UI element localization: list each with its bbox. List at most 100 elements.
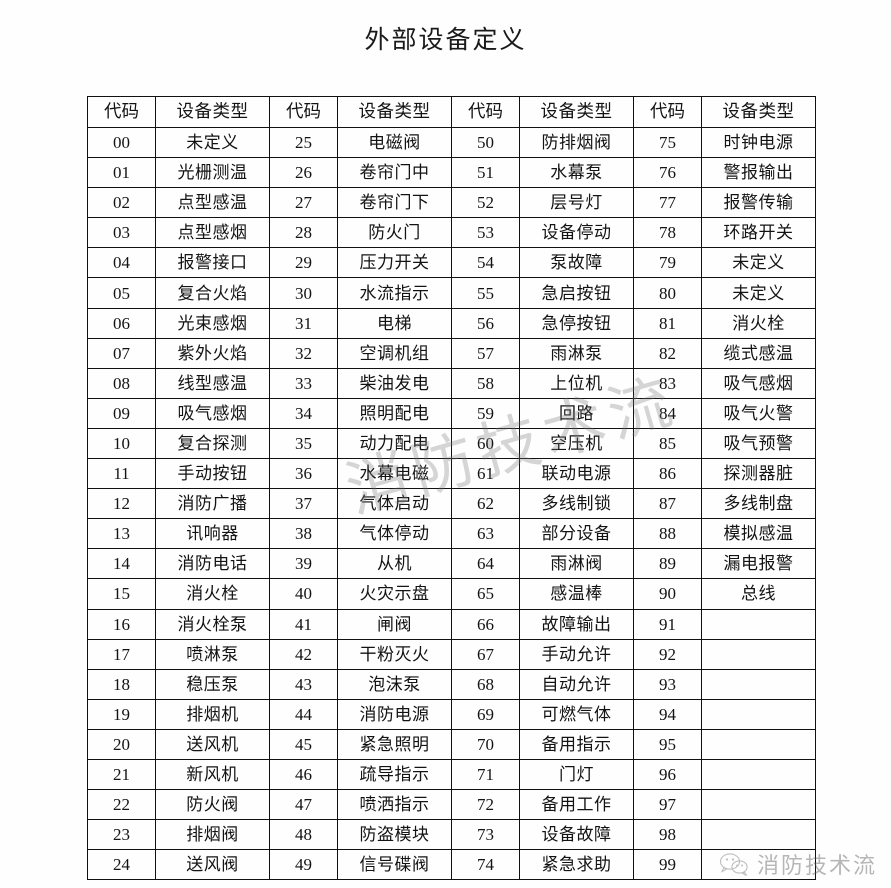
table-row: 13 讯响器 38 气体停动 63 部分设备 88 模拟感温 bbox=[87, 518, 816, 550]
cell-code: 61 bbox=[451, 458, 520, 490]
cell-device-type: 急停按钮 bbox=[519, 307, 634, 339]
cell-device-type: 线型感温 bbox=[155, 367, 270, 399]
cell-code: 40 bbox=[269, 578, 338, 610]
cell-device-type: 未定义 bbox=[701, 277, 816, 309]
table-row: 11 手动按钮 36 水幕电磁 61 联动电源 86 探测器脏 bbox=[87, 458, 816, 490]
table-row: 09 吸气感烟 34 照明配电 59 回路 84 吸气火警 bbox=[87, 397, 816, 429]
cell-device-type: 点型感烟 bbox=[155, 217, 270, 249]
cell-device-type: 手动按钮 bbox=[155, 458, 270, 490]
cell-device-type: 时钟电源 bbox=[701, 126, 816, 159]
cell-device-type: 水幕电磁 bbox=[337, 458, 452, 490]
cell-device-type: 柴油发电 bbox=[337, 367, 452, 399]
cell-code: 77 bbox=[633, 187, 702, 219]
cell-code: 52 bbox=[451, 187, 520, 219]
cell-code: 26 bbox=[269, 157, 338, 189]
cell-code: 50 bbox=[451, 126, 520, 159]
header-type-4: 设备类型 bbox=[701, 96, 816, 128]
cell-device-type: 点型感温 bbox=[155, 187, 270, 219]
cell-code: 99 bbox=[633, 849, 702, 881]
cell-device-type: 压力开关 bbox=[337, 247, 452, 279]
table-row: 05 复合火焰 30 水流指示 55 急启按钮 80 未定义 bbox=[87, 277, 816, 309]
cell-device-type: 防火阀 bbox=[155, 789, 270, 821]
cell-device-type: 防排烟阀 bbox=[519, 126, 634, 159]
cell-code: 98 bbox=[633, 819, 702, 851]
header-code-1: 代码 bbox=[87, 96, 156, 128]
cell-code: 93 bbox=[633, 668, 702, 700]
cell-device-type: 多线制锁 bbox=[519, 488, 634, 520]
cell-code: 20 bbox=[87, 728, 156, 760]
table-row: 00 未定义 25 电磁阀 50 防排烟阀 75 时钟电源 bbox=[87, 126, 816, 159]
cell-device-type: 排烟阀 bbox=[155, 819, 270, 851]
cell-code: 44 bbox=[269, 698, 338, 730]
header-type-2: 设备类型 bbox=[337, 96, 452, 128]
cell-code: 96 bbox=[633, 758, 702, 791]
cell-code: 31 bbox=[269, 307, 338, 339]
table-row: 03 点型感烟 28 防火门 53 设备停动 78 环路开关 bbox=[87, 217, 816, 249]
cell-code: 66 bbox=[451, 608, 520, 640]
cell-device-type: 未定义 bbox=[155, 126, 270, 159]
cell-device-type: 环路开关 bbox=[701, 217, 816, 249]
table-row: 21 新风机 46 疏导指示 71 门灯 96 bbox=[87, 758, 816, 791]
cell-code: 70 bbox=[451, 728, 520, 760]
cell-device-type: 警报输出 bbox=[701, 157, 816, 189]
cell-device-type: 光束感烟 bbox=[155, 307, 270, 339]
cell-code: 78 bbox=[633, 217, 702, 249]
cell-code: 36 bbox=[269, 458, 338, 490]
cell-code: 18 bbox=[87, 668, 156, 700]
cell-device-type: 多线制盘 bbox=[701, 488, 816, 520]
cell-code: 48 bbox=[269, 819, 338, 851]
cell-device-type: 消火栓 bbox=[155, 578, 270, 610]
cell-device-type: 新风机 bbox=[155, 758, 270, 791]
cell-code: 00 bbox=[87, 126, 156, 159]
cell-device-type: 卷帘门中 bbox=[337, 157, 452, 189]
cell-code: 64 bbox=[451, 548, 520, 580]
cell-device-type bbox=[701, 849, 816, 881]
cell-code: 01 bbox=[87, 157, 156, 189]
table-row: 16 消火栓泵 41 闸阀 66 故障输出 91 bbox=[87, 608, 816, 640]
cell-device-type: 送风机 bbox=[155, 728, 270, 760]
cell-code: 07 bbox=[87, 337, 156, 369]
cell-code: 35 bbox=[269, 427, 338, 460]
cell-code: 62 bbox=[451, 488, 520, 520]
cell-device-type: 未定义 bbox=[701, 247, 816, 279]
cell-device-type: 空压机 bbox=[519, 427, 634, 460]
cell-device-type bbox=[701, 638, 816, 670]
cell-device-type: 气体启动 bbox=[337, 488, 452, 520]
cell-code: 65 bbox=[451, 578, 520, 610]
cell-code: 47 bbox=[269, 789, 338, 821]
cell-device-type: 火灾示盘 bbox=[337, 578, 452, 610]
cell-code: 67 bbox=[451, 638, 520, 670]
table-row: 12 消防广播 37 气体启动 62 多线制锁 87 多线制盘 bbox=[87, 488, 816, 520]
cell-code: 63 bbox=[451, 518, 520, 550]
table-row: 17 喷淋泵 42 干粉灭火 67 手动允许 92 bbox=[87, 638, 816, 670]
cell-device-type: 备用指示 bbox=[519, 728, 634, 760]
cell-code: 34 bbox=[269, 397, 338, 429]
table-row: 07 紫外火焰 32 空调机组 57 雨淋泵 82 缆式感温 bbox=[87, 337, 816, 369]
page-title: 外部设备定义 bbox=[364, 27, 527, 54]
cell-code: 12 bbox=[87, 488, 156, 520]
header-type-1: 设备类型 bbox=[155, 96, 270, 128]
cell-device-type: 水流指示 bbox=[337, 277, 452, 309]
cell-device-type: 可燃气体 bbox=[519, 698, 634, 730]
cell-device-type: 泵故障 bbox=[519, 247, 634, 279]
cell-code: 06 bbox=[87, 307, 156, 339]
cell-device-type: 干粉灭火 bbox=[337, 638, 452, 670]
cell-code: 74 bbox=[451, 849, 520, 881]
table-row: 02 点型感温 27 卷帘门下 52 层号灯 77 报警传输 bbox=[87, 187, 816, 219]
cell-device-type: 吸气感烟 bbox=[701, 367, 816, 399]
cell-device-type bbox=[701, 728, 816, 760]
cell-code: 24 bbox=[87, 849, 156, 881]
cell-code: 19 bbox=[87, 698, 156, 730]
cell-device-type: 消火栓泵 bbox=[155, 608, 270, 640]
cell-device-type: 雨淋泵 bbox=[519, 337, 634, 369]
cell-code: 80 bbox=[633, 277, 702, 309]
cell-device-type: 泡沫泵 bbox=[337, 668, 452, 700]
cell-code: 57 bbox=[451, 337, 520, 369]
table-row: 15 消火栓 40 火灾示盘 65 感温棒 90 总线 bbox=[87, 578, 816, 610]
cell-code: 13 bbox=[87, 518, 156, 550]
header-type-3: 设备类型 bbox=[519, 96, 634, 128]
cell-device-type bbox=[701, 819, 816, 851]
cell-code: 82 bbox=[633, 337, 702, 369]
cell-code: 71 bbox=[451, 758, 520, 791]
